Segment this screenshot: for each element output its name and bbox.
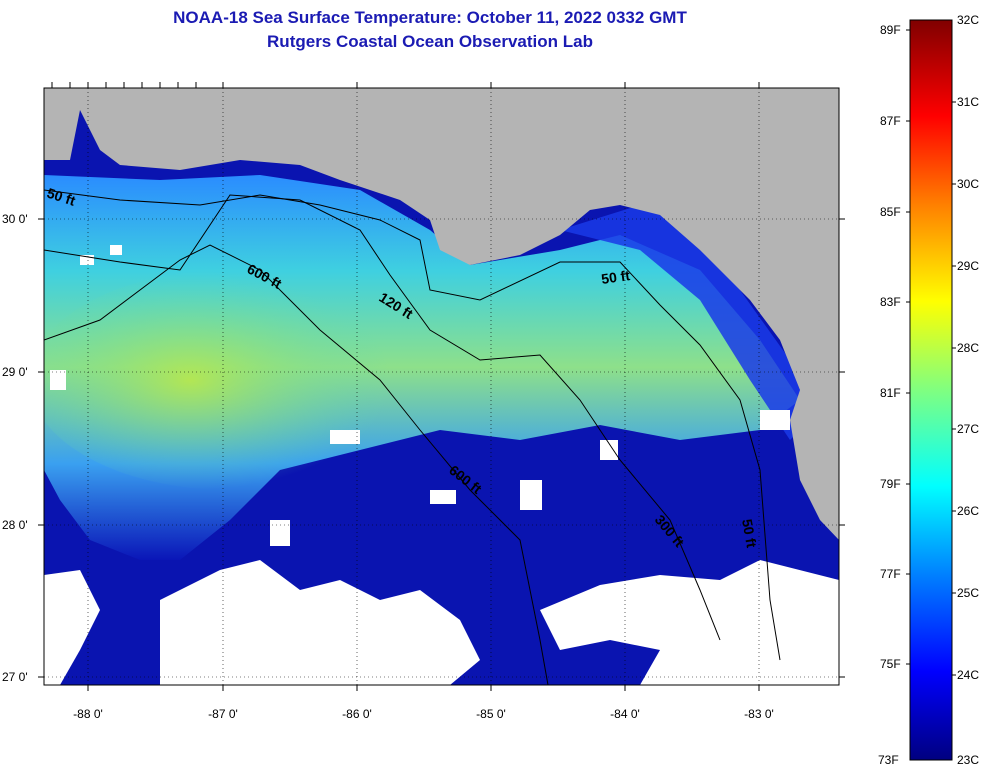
lat-label: 30 0' <box>2 212 28 226</box>
land <box>44 88 839 540</box>
contour-label: 50 ft <box>600 267 631 287</box>
map-frame <box>43 87 840 686</box>
colorbar-c-label: 27C <box>957 422 979 436</box>
colorbar-f-label: 83F <box>880 295 901 309</box>
colorbar-c-label: 26C <box>957 504 979 518</box>
lat-label: 29 0' <box>2 365 28 379</box>
colorbar-f-label: 89F <box>880 23 901 37</box>
cloud-mask <box>44 245 839 685</box>
colorbar-c-ticks <box>952 101 956 676</box>
lon-label: -83 0' <box>744 707 774 721</box>
colorbar-f-label: 81F <box>880 386 901 400</box>
colorbar-c-label: 23C <box>957 753 979 767</box>
colorbar-c-label: 32C <box>957 13 979 27</box>
map-subtitle: Rutgers Coastal Ocean Observation Lab <box>267 32 593 51</box>
lat-label: 28 0' <box>2 518 28 532</box>
colorbar-scale <box>909 19 953 761</box>
colorbar-c-label: 30C <box>957 177 979 191</box>
colorbar-c-label: 28C <box>957 341 979 355</box>
colorbar-c-label: 25C <box>957 586 979 600</box>
colorbar-f-label: 87F <box>880 114 901 128</box>
bathymetry-contours <box>44 189 781 685</box>
colorbar-f-label: 73F <box>878 753 899 767</box>
colorbar-f-label: 85F <box>880 205 901 219</box>
frame-ticks <box>38 82 845 691</box>
map-title: NOAA-18 Sea Surface Temperature: October… <box>173 8 687 27</box>
graticule <box>44 88 839 685</box>
lon-label: -86 0' <box>342 707 372 721</box>
lon-label: -87 0' <box>208 707 238 721</box>
colorbar-f-label: 77F <box>880 567 901 581</box>
colorbar-f-label: 79F <box>880 477 901 491</box>
lat-label: 27 0' <box>2 670 28 684</box>
colorbar-c-label: 24C <box>957 668 979 682</box>
colorbar-c-label: 31C <box>957 95 979 109</box>
lon-label: -84 0' <box>610 707 640 721</box>
colorbar-c-label: 29C <box>957 259 979 273</box>
lon-label: -88 0' <box>73 707 103 721</box>
colorbar-f-ticks <box>906 29 910 665</box>
contour-label: 50 ft <box>739 518 760 549</box>
colorbar-f-label: 75F <box>880 657 901 671</box>
lon-label: -85 0' <box>476 707 506 721</box>
